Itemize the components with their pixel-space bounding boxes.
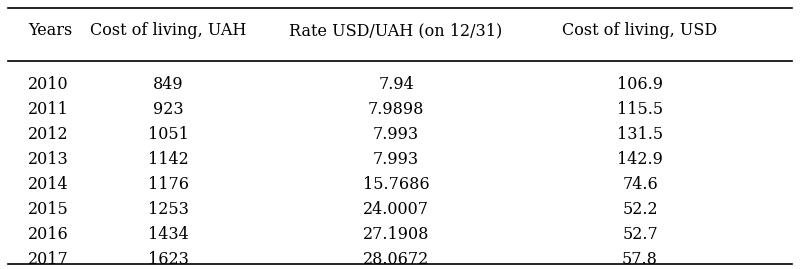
Text: 106.9: 106.9 (617, 76, 663, 93)
Text: 142.9: 142.9 (617, 151, 663, 168)
Text: Rate USD/UAH (on 12/31): Rate USD/UAH (on 12/31) (290, 22, 502, 40)
Text: 1051: 1051 (147, 126, 189, 143)
Text: 131.5: 131.5 (617, 126, 663, 143)
Text: 2014: 2014 (28, 176, 69, 193)
Text: 7.94: 7.94 (378, 76, 414, 93)
Text: 2015: 2015 (28, 201, 69, 218)
Text: 7.993: 7.993 (373, 126, 419, 143)
Text: 1142: 1142 (148, 151, 188, 168)
Text: 7.9898: 7.9898 (368, 101, 424, 118)
Text: 2011: 2011 (28, 101, 69, 118)
Text: 923: 923 (153, 101, 183, 118)
Text: 2016: 2016 (28, 226, 69, 243)
Text: Cost of living, UAH: Cost of living, UAH (90, 22, 246, 40)
Text: Cost of living, USD: Cost of living, USD (562, 22, 718, 40)
Text: 27.1908: 27.1908 (363, 226, 429, 243)
Text: 24.0007: 24.0007 (363, 201, 429, 218)
Text: 849: 849 (153, 76, 183, 93)
Text: 52.2: 52.2 (622, 201, 658, 218)
Text: 1434: 1434 (148, 226, 188, 243)
Text: 2017: 2017 (28, 251, 69, 268)
Text: 1176: 1176 (147, 176, 189, 193)
Text: 1253: 1253 (147, 201, 189, 218)
Text: Years: Years (28, 22, 72, 40)
Text: 2013: 2013 (28, 151, 69, 168)
Text: 57.8: 57.8 (622, 251, 658, 268)
Text: 7.993: 7.993 (373, 151, 419, 168)
Text: 15.7686: 15.7686 (362, 176, 430, 193)
Text: 52.7: 52.7 (622, 226, 658, 243)
Text: 2012: 2012 (28, 126, 69, 143)
Text: 115.5: 115.5 (617, 101, 663, 118)
Text: 74.6: 74.6 (622, 176, 658, 193)
Text: 1623: 1623 (147, 251, 189, 268)
Text: 28.0672: 28.0672 (363, 251, 429, 268)
Text: 2010: 2010 (28, 76, 69, 93)
